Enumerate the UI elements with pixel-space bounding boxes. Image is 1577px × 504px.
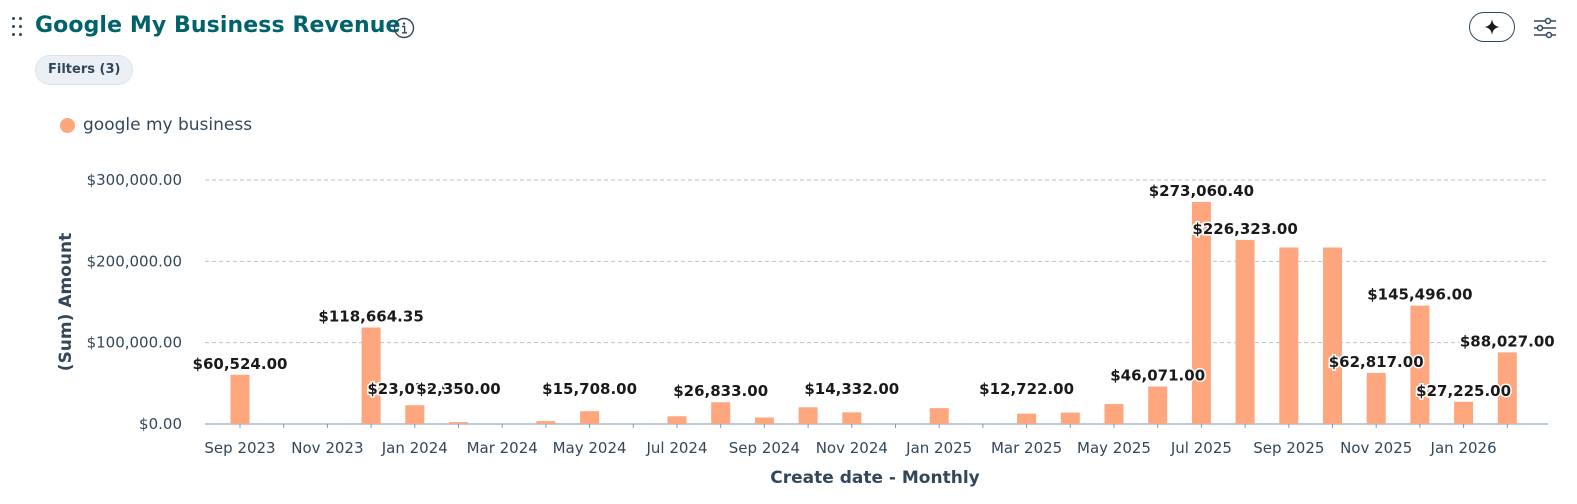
y-tick-label: $0.00	[139, 415, 182, 433]
data-label: $62,817.00	[1329, 353, 1424, 371]
x-tick-label: Jul 2024	[645, 439, 707, 457]
legend-item[interactable]: google my business	[60, 115, 252, 135]
bar[interactable]	[1017, 413, 1037, 424]
bar[interactable]	[1497, 352, 1517, 424]
x-tick-label: Jan 2025	[905, 439, 972, 457]
sliders-icon[interactable]	[1532, 15, 1558, 41]
bar[interactable]	[405, 405, 425, 424]
x-tick-label: Nov 2023	[291, 439, 363, 457]
bar[interactable]	[449, 422, 468, 424]
y-axis-title: (Sum) Amount	[56, 233, 76, 371]
x-tick-label: Jan 2026	[1430, 439, 1497, 457]
bar[interactable]	[580, 411, 600, 424]
data-label: $46,071.00	[1110, 367, 1205, 385]
drag-handle-icon[interactable]	[10, 14, 24, 38]
data-label: $27,225.00	[1416, 382, 1511, 400]
y-tick-label: $300,000.00	[87, 171, 182, 189]
bar[interactable]	[361, 327, 381, 424]
x-tick-label: Mar 2024	[467, 439, 538, 457]
bar[interactable]	[1191, 201, 1211, 424]
y-axis-ticks: $0.00 $100,000.00 $200,000.00 $300,000.00	[87, 171, 182, 433]
bar[interactable]	[1366, 372, 1386, 424]
y-tick-label: $100,000.00	[87, 334, 182, 352]
bar[interactable]	[1279, 247, 1299, 424]
bar[interactable]	[798, 407, 818, 424]
x-tick-label: Nov 2024	[816, 439, 888, 457]
x-axis-ticks: Sep 2023 Nov 2023 Jan 2024 Mar 2024 May 2024…	[204, 424, 1508, 457]
data-label: $60,524.00	[193, 355, 288, 373]
bar[interactable]	[230, 374, 250, 424]
data-label: $2,350.00	[416, 380, 500, 398]
x-tick-label: May 2025	[1077, 439, 1151, 457]
legend-swatch	[60, 117, 75, 133]
data-label: $23,053.00	[367, 380, 462, 398]
data-label: $14,332.00	[804, 380, 899, 398]
data-label: $88,027.00	[1460, 332, 1555, 350]
bar[interactable]	[754, 417, 774, 424]
bar[interactable]	[1060, 412, 1080, 424]
filters-button[interactable]: Filters (3)	[35, 55, 134, 85]
x-tick-label: May 2024	[553, 439, 627, 457]
sparkle-icon	[1484, 19, 1500, 35]
data-label: $118,664.35	[318, 307, 423, 325]
x-tick-label: Sep 2025	[1253, 439, 1324, 457]
y-tick-label: $200,000.00	[87, 252, 182, 270]
data-label: $12,722.00	[979, 380, 1074, 398]
ai-assistant-button[interactable]	[1469, 12, 1515, 42]
x-tick-label: Mar 2025	[991, 439, 1062, 457]
data-label: $15,708.00	[542, 380, 637, 398]
x-tick-label: Sep 2024	[729, 439, 800, 457]
x-tick-label: Jul 2025	[1170, 439, 1232, 457]
x-tick-label: Jan 2024	[381, 439, 448, 457]
legend-label: google my business	[83, 115, 253, 135]
bar[interactable]	[1148, 386, 1168, 424]
bar[interactable]	[536, 421, 556, 424]
bar[interactable]	[929, 408, 949, 424]
bar[interactable]	[1235, 239, 1255, 424]
x-tick-label: Nov 2025	[1340, 439, 1412, 457]
info-icon[interactable]	[393, 17, 415, 39]
bar[interactable]	[1104, 404, 1124, 424]
data-label: $26,833.00	[673, 382, 768, 400]
data-label: $145,496.00	[1367, 286, 1472, 304]
x-tick-label: Sep 2023	[204, 439, 275, 457]
bar[interactable]	[667, 416, 687, 424]
bar[interactable]	[1323, 247, 1342, 424]
bar[interactable]	[1410, 305, 1430, 424]
data-label: $273,060.40	[1149, 182, 1254, 200]
bar[interactable]	[711, 402, 731, 424]
x-axis-title: Create date - Monthly	[770, 468, 979, 488]
bar[interactable]	[1454, 401, 1474, 424]
bar[interactable]	[842, 412, 862, 424]
report-title: Google My Business Revenue	[35, 13, 401, 38]
data-label: $226,323.00	[1192, 220, 1297, 238]
data-labels: $60,524.00 $118,664.35 $23,053.00$2,350.00…	[191, 180, 1556, 401]
bars	[230, 201, 1517, 424]
